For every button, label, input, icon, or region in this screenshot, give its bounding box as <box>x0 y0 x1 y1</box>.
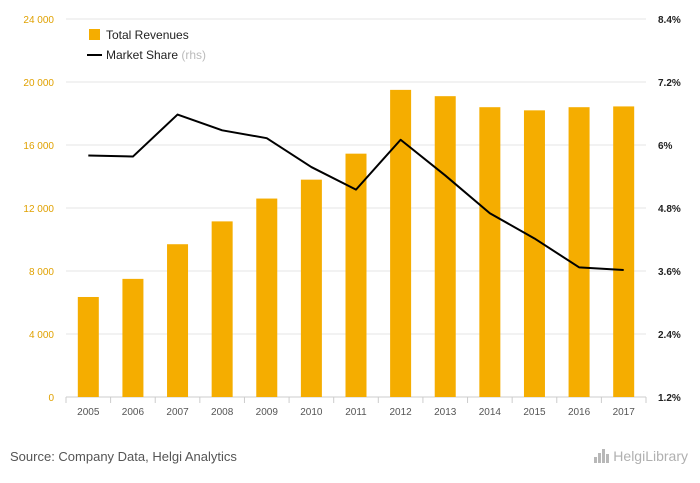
source-note: Source: Company Data, Helgi Analytics <box>10 449 237 464</box>
y-tick-label-left: 24 000 <box>23 15 54 26</box>
y-tick-label-right: 8.4% <box>658 15 681 26</box>
y-tick-label-right: 1.2% <box>658 393 681 404</box>
bar-total-revenues <box>523 110 545 397</box>
line-market-share <box>88 113 624 271</box>
y-tick-label-left: 0 <box>48 393 54 404</box>
bar-total-revenues <box>167 244 189 397</box>
y-tick-label-left: 8 000 <box>29 267 54 278</box>
bar-total-revenues <box>256 198 278 397</box>
bar-total-revenues <box>345 153 367 397</box>
y-tick-label-right: 2.4% <box>658 330 681 341</box>
y-tick-label-left: 4 000 <box>29 330 54 341</box>
legend-label-market-share: Market Share (rhs) <box>106 48 206 62</box>
legend-note-rhs: (rhs) <box>181 48 206 62</box>
x-tick-label: 2008 <box>211 407 234 418</box>
brand-logo: HelgiLibrary <box>594 448 688 464</box>
x-tick-label: 2012 <box>389 407 412 418</box>
y-tick-label-right: 7.2% <box>658 78 681 89</box>
bar-total-revenues <box>568 107 590 397</box>
x-tick-label: 2016 <box>568 407 591 418</box>
bar-total-revenues <box>77 296 99 397</box>
bar-total-revenues <box>434 96 456 398</box>
legend-swatch-bar <box>89 29 100 40</box>
bar-total-revenues <box>122 278 144 397</box>
y-tick-label-left: 16 000 <box>23 141 54 152</box>
bar-total-revenues <box>613 106 635 397</box>
y-tick-label-right: 3.6% <box>658 267 681 278</box>
y-tick-label-left: 12 000 <box>23 204 54 215</box>
bar-total-revenues <box>390 89 412 397</box>
x-tick-label: 2009 <box>256 407 279 418</box>
x-tick-label: 2015 <box>523 407 546 418</box>
x-tick-label: 2007 <box>166 407 189 418</box>
legend-label-total-revenues: Total Revenues <box>106 28 189 42</box>
x-tick-label: 2006 <box>122 407 145 418</box>
y-tick-label-left: 20 000 <box>23 78 54 89</box>
y-tick-label-right: 4.8% <box>658 204 681 215</box>
bar-total-revenues <box>300 179 322 397</box>
helgi-library-icon <box>594 449 610 463</box>
x-tick-label: 2017 <box>613 407 636 418</box>
y-tick-label-right: 6% <box>658 141 673 152</box>
x-tick-label: 2013 <box>434 407 457 418</box>
chart: 0 1.2% 4 000 2.4% 8 000 3.6% 12 000 4.8% 16 000 6… <box>23 15 681 418</box>
x-tick-label: 2011 <box>345 407 367 418</box>
brand-name: HelgiLibrary <box>613 448 688 464</box>
bar-total-revenues <box>479 107 501 397</box>
x-tick-label: 2010 <box>300 407 323 418</box>
x-tick-label: 2005 <box>77 407 100 418</box>
bar-total-revenues <box>211 221 233 397</box>
x-tick-label: 2014 <box>479 407 502 418</box>
